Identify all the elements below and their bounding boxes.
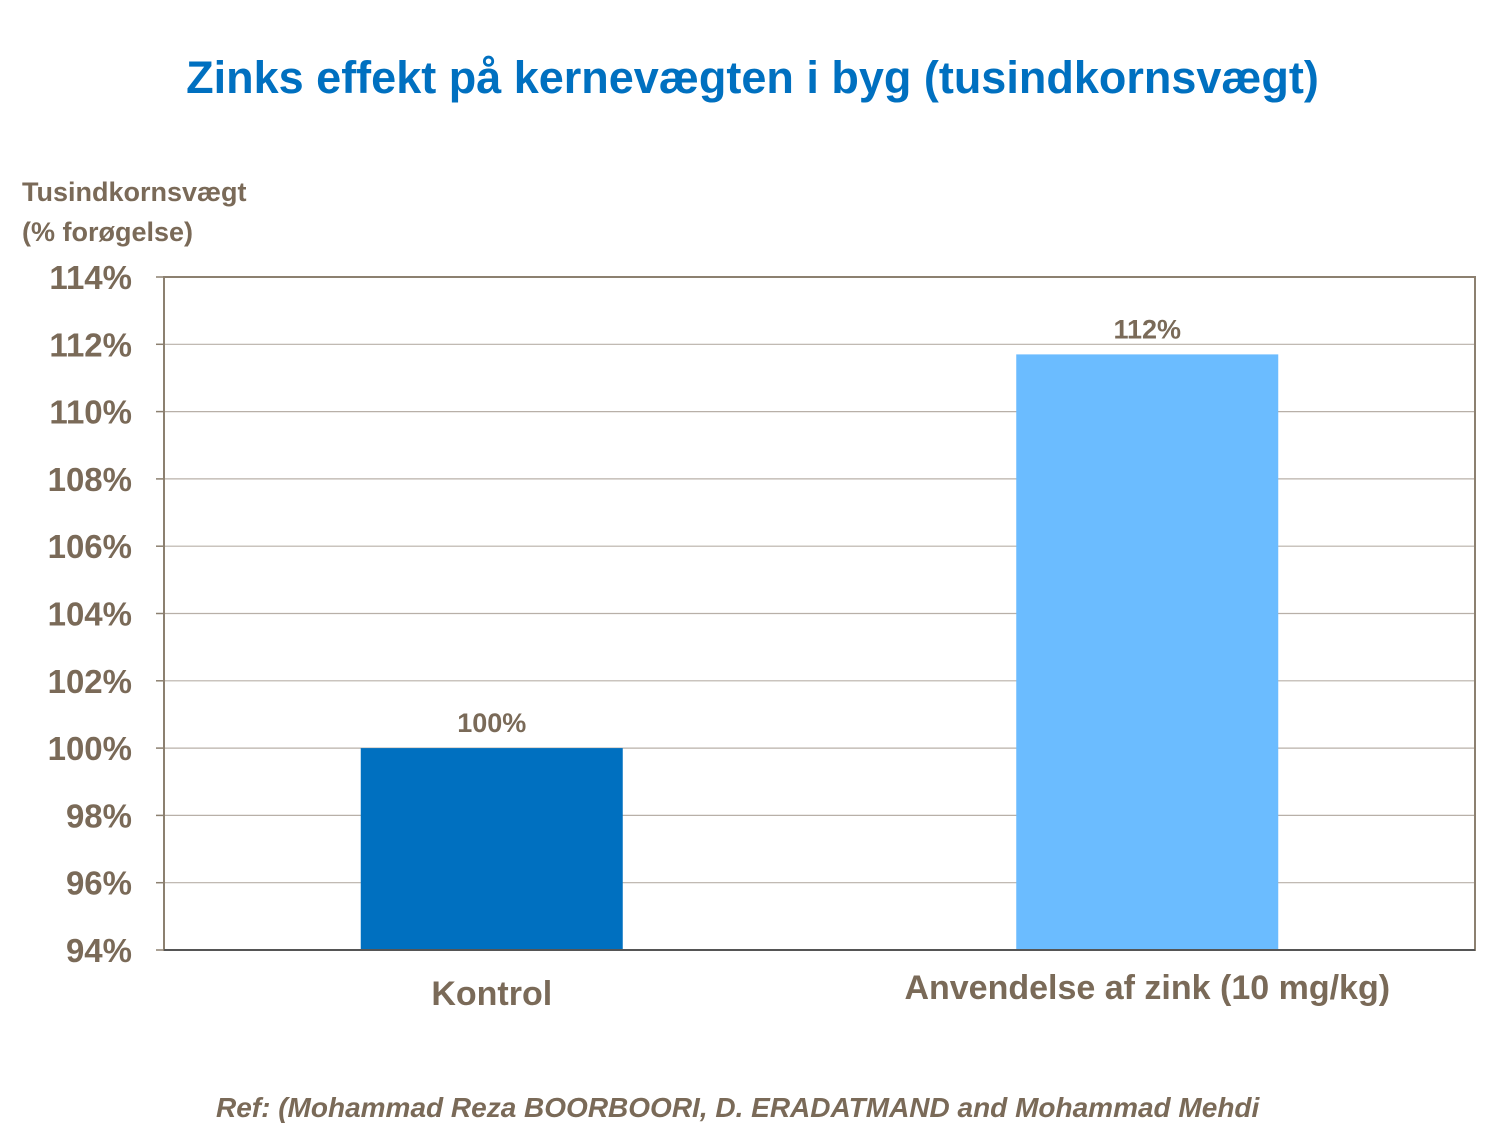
data-label: 112%	[1113, 314, 1181, 344]
y-tick-label: 104%	[48, 596, 132, 633]
y-tick-label: 106%	[48, 528, 132, 565]
y-tick-label: 110%	[49, 394, 132, 431]
y-tick-label: 94%	[66, 932, 132, 969]
y-axis-label-line-2: (% forøgelse)	[22, 217, 194, 247]
y-tick-label: 102%	[48, 663, 132, 700]
y-tick-label: 114%	[49, 259, 132, 296]
y-tick-label: 96%	[66, 865, 132, 902]
bar	[360, 748, 623, 950]
chart-title: Zinks effekt på kernevægten i byg (tusin…	[186, 52, 1319, 103]
y-tick-label: 112%	[49, 326, 132, 363]
reference-note: Ref: (Mohammad Reza BOORBOORI, D. ERADAT…	[216, 1092, 1260, 1123]
data-label: 100%	[457, 708, 526, 738]
y-tick-label: 98%	[66, 797, 132, 834]
y-axis-label: Tusindkornsvægt (% forøgelse)	[22, 172, 247, 252]
x-tick-label: Anvendelse af zink (10 mg/kg)	[904, 969, 1390, 1007]
y-tick-label: 100%	[48, 730, 132, 767]
y-tick-label: 108%	[48, 461, 132, 498]
y-axis-label-line-1: Tusindkornsvægt	[22, 177, 247, 207]
x-tick-label: Kontrol	[431, 975, 552, 1013]
bar	[1016, 354, 1279, 950]
bar-chart: 94% 96% 98% 100% 102% 104% 106% 108% 110% 112% 114…	[48, 259, 1476, 1013]
